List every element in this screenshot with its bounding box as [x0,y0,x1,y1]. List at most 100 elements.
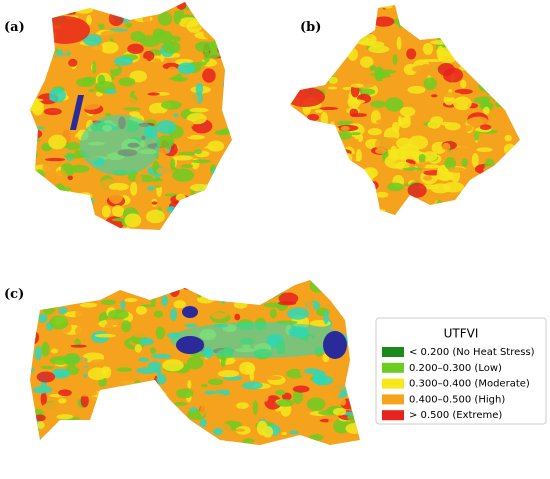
map-patch [55,55,72,60]
map-patch [40,16,90,44]
map-patch [119,4,135,13]
map-patch [225,221,232,230]
map-patch [143,50,155,62]
map-patch [290,214,303,215]
map-patch [501,200,518,215]
map-patch [310,9,331,14]
map-patch [218,189,232,201]
map-patch [88,89,96,93]
map-patch [275,389,286,396]
map-patch [290,119,301,126]
map-patch [165,82,181,98]
map-patch [138,357,150,362]
map-patch [187,380,192,389]
map-patch [152,408,165,412]
map-patch [496,16,505,32]
map-patch [48,134,67,150]
map-patch [200,204,206,211]
map-patch [179,8,184,16]
map-patch [104,323,115,334]
map-patch [147,361,162,370]
map-patch [212,198,232,205]
map-patch [302,125,308,130]
map-patch [162,359,184,372]
map-patch [290,144,293,153]
map-patch [481,36,498,48]
map-patch [387,182,404,192]
map-patch [345,7,365,20]
map-patch [171,218,190,225]
map-patch [436,200,443,208]
map-patch [155,418,173,433]
map-patch [441,92,462,98]
map-patch [30,124,36,129]
map-patch [215,2,222,5]
map-patch [30,128,43,140]
map-patch [287,307,309,320]
map-patch [108,189,123,204]
map-patch [322,24,339,33]
map-patch [355,33,377,46]
map-patch [439,31,453,40]
map-patch [299,160,315,165]
map-patch [30,138,38,150]
map-patch [316,207,325,215]
map-patch [483,197,505,204]
map-patch [133,385,155,398]
map-patch [399,106,416,117]
map-patch [290,153,297,169]
map-patch [491,165,504,174]
map-patch [195,429,204,436]
map-patch [320,111,329,127]
map-patch [64,153,85,159]
map-patch [83,196,94,207]
map-patch [41,341,50,357]
map-patch [221,294,230,302]
map-patch [116,387,127,392]
map-patch [81,223,104,230]
map-patch [209,2,230,11]
map-patch [53,336,63,345]
map-patch [319,185,331,196]
map-patch [235,428,246,432]
map-patch [85,282,97,289]
map-patch [297,163,308,169]
map-patch [177,151,199,156]
map-patch [347,48,358,61]
map-patch [212,427,223,436]
map-patch [494,5,513,10]
map-patch [176,336,204,354]
map-patch [327,86,338,90]
map-patch [182,437,199,445]
map-patch [400,149,419,159]
legend-label: 0.300–0.400 (Moderate) [409,379,530,390]
map-patch [123,107,142,111]
map-patch [40,280,50,293]
map-patch [233,300,248,309]
map-patch [291,127,301,141]
map-patch [310,53,316,64]
map-patch [347,197,359,201]
map-patch [92,60,97,74]
map-patch [331,169,347,177]
map-patch [31,46,50,61]
map-patch [65,11,77,15]
map-patch [286,416,305,424]
map-patch [486,90,492,96]
map-patch [210,39,230,50]
map-patch [446,15,468,22]
map-patch [214,157,232,171]
map-patch [369,210,384,215]
map-patch [396,5,415,8]
map-patch [74,442,88,445]
map-patch [34,346,42,361]
map-patch [190,280,198,288]
map-patch [376,69,397,74]
map-patch [348,364,354,371]
map-patch [281,392,292,401]
map-patch [301,354,312,366]
map-patch [350,83,364,88]
map-patch [430,183,451,194]
map-patch [439,5,459,9]
